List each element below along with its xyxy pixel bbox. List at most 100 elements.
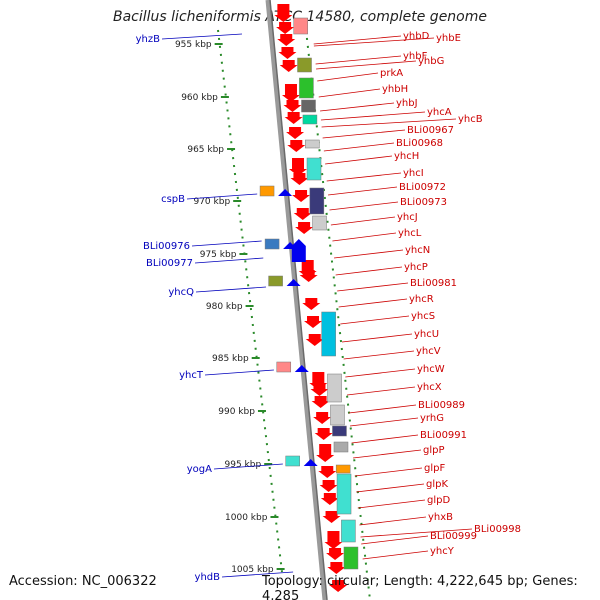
- scale-tick-label: 965 kbp: [187, 145, 224, 155]
- label-leader-forward: [320, 111, 426, 121]
- gene-label-forward: yhcY: [430, 546, 455, 557]
- gene-label-reverse: BLi00977: [146, 258, 193, 269]
- label-leader-forward: [343, 350, 415, 360]
- label-leader-reverse: [191, 240, 262, 247]
- label-leader-reverse: [195, 286, 267, 293]
- scale-tick-label: 1000 kbp: [225, 513, 268, 523]
- gene-label-forward: yhbG: [418, 56, 444, 67]
- accession-text: Accession: NC_006322: [9, 574, 157, 589]
- label-leader-reverse: [221, 571, 294, 578]
- label-leader-forward: [318, 88, 381, 98]
- gene-arrow-forward: [302, 298, 321, 310]
- scale-tick-label: 975 kbp: [200, 250, 237, 260]
- map-title: Bacillus licheniformis ATCC 14580, compl…: [113, 9, 487, 25]
- scale-tick-label: 995 kbp: [225, 460, 262, 470]
- gene-arrow-forward: [316, 444, 335, 462]
- gene-label-forward: glpF: [424, 463, 445, 474]
- gene-label-forward: yhbF: [403, 51, 428, 62]
- gene-label-forward: yhcN: [405, 245, 430, 256]
- label-leader-forward: [335, 266, 403, 276]
- gene-label-reverse: yhdB: [195, 572, 221, 583]
- gene-arrow-forward: [311, 396, 330, 408]
- gene-label-reverse: yogA: [187, 464, 212, 475]
- scale-tick-label: 990 kbp: [218, 407, 255, 417]
- gene-label-forward: yhxB: [428, 512, 453, 523]
- scale-tick-label: 970 kbp: [193, 197, 230, 207]
- label-leader-forward: [345, 368, 416, 378]
- gene-arrow-forward: [290, 173, 309, 185]
- gene-arrow-forward: [304, 316, 323, 328]
- gene-label-reverse: cspB: [161, 194, 185, 205]
- gene-label-forward: yhcW: [417, 364, 445, 375]
- gene-arrow-forward: [305, 334, 324, 346]
- gene-arrow-forward: [284, 112, 303, 124]
- scale-tick-label: 1005 kbp: [231, 565, 274, 575]
- gene-box-forward: [341, 519, 356, 543]
- genome-summary-text: Topology: circular; Length: 4,222,645 bp…: [262, 574, 578, 600]
- scale-tick-label: 960 kbp: [181, 93, 218, 103]
- genome-backbone: [265, 0, 328, 600]
- label-leader-forward: [361, 535, 429, 545]
- gene-label-forward: BLi00989: [418, 400, 465, 411]
- gene-box-reverse: [268, 275, 283, 287]
- gene-label-forward: glpK: [426, 479, 448, 490]
- gene-arrow-forward: [320, 493, 339, 505]
- gene-label-forward: BLi00967: [407, 125, 454, 136]
- gene-arrow-forward: [329, 580, 348, 592]
- label-leader-forward: [351, 434, 419, 444]
- label-leader-forward: [332, 232, 397, 242]
- gene-box-forward: [335, 464, 351, 474]
- gene-arrow-forward: [289, 158, 308, 176]
- gene-box-forward: [327, 373, 342, 403]
- gene-label-forward: BLi00999: [430, 531, 477, 542]
- gene-arrow-reverse: [286, 279, 301, 286]
- gene-arrow-forward: [310, 384, 329, 396]
- label-leader-forward: [341, 333, 413, 343]
- gene-arrow-forward: [322, 511, 341, 523]
- gene-arrow-forward: [319, 480, 338, 492]
- gene-arrow-forward: [283, 100, 302, 112]
- gene-label-forward: BLi00981: [410, 278, 457, 289]
- gene-arrow-forward: [281, 84, 300, 102]
- gene-arrow-forward: [276, 22, 295, 34]
- gene-label-forward: yhbH: [382, 84, 408, 95]
- gene-box-forward: [333, 441, 349, 453]
- gene-label-forward: yhcP: [404, 262, 428, 273]
- gene-label-forward: yhcJ: [397, 212, 418, 223]
- gene-box-forward: [297, 57, 312, 73]
- gene-label-forward: yhbJ: [396, 98, 418, 109]
- gene-label-forward: yhcA: [427, 107, 452, 118]
- gene-box-forward: [299, 77, 314, 99]
- gene-box-reverse: [264, 238, 280, 250]
- gene-arrow-forward: [318, 466, 337, 478]
- label-leader-forward: [354, 467, 423, 477]
- label-leader-forward: [356, 483, 425, 493]
- label-leader-forward: [347, 386, 416, 396]
- label-leader-forward: [313, 37, 435, 47]
- gene-box-reverse: [276, 361, 292, 373]
- label-leader-forward: [357, 499, 426, 509]
- gene-label-reverse: yhcQ: [168, 287, 194, 298]
- gene-arrow-forward: [327, 562, 346, 574]
- gene-box-forward: [343, 546, 359, 570]
- gene-label-forward: BLi00972: [399, 182, 446, 193]
- label-leader-forward: [320, 102, 395, 112]
- label-leader-forward: [313, 35, 402, 45]
- gene-box-forward: [302, 114, 318, 125]
- gene-arrow-forward: [313, 412, 332, 424]
- scale-tick-label: 980 kbp: [206, 302, 243, 312]
- gene-arrow-forward: [274, 4, 293, 22]
- label-leader-reverse: [186, 193, 258, 200]
- gene-label-forward: BLi00968: [396, 138, 443, 149]
- gene-arrow-forward: [324, 531, 343, 549]
- gene-arrow-forward: [286, 127, 305, 139]
- label-leader-forward: [340, 315, 410, 325]
- gene-label-forward: yhcH: [394, 151, 419, 162]
- gene-arrow-forward: [287, 140, 306, 152]
- gene-box-forward: [306, 157, 322, 181]
- label-leader-forward: [333, 249, 404, 259]
- label-leader-forward: [362, 550, 429, 560]
- gene-label-forward: yhcR: [409, 294, 434, 305]
- scale-line-left: [217, 29, 283, 573]
